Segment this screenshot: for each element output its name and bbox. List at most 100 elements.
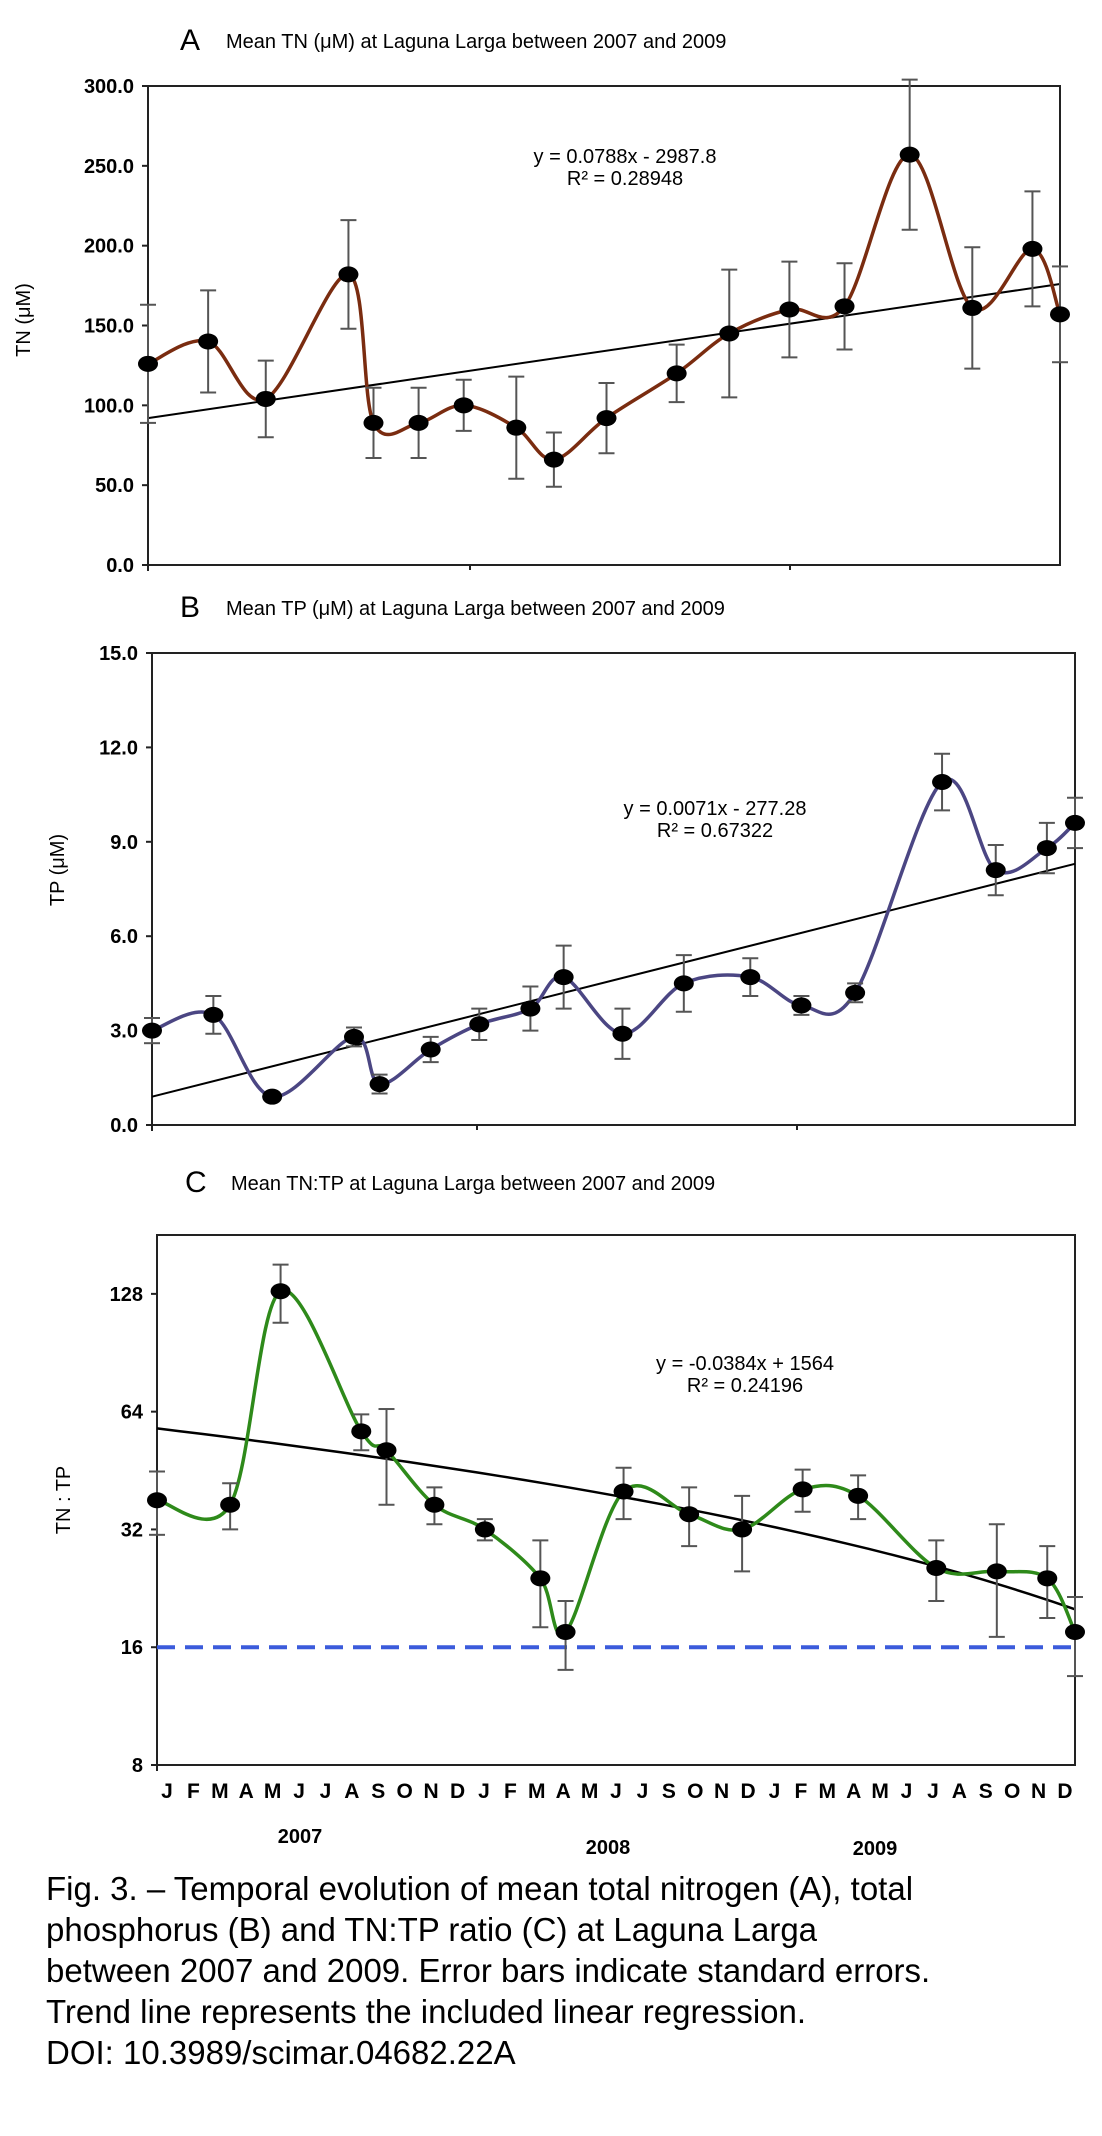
x-tick-label: N [424,1780,439,1803]
x-tick-label: S [371,1780,385,1803]
data-point [408,414,429,431]
chart-title: Mean TN (μM) at Laguna Larga between 200… [226,31,726,53]
data-point [376,1442,397,1459]
data-point [986,1563,1007,1580]
trend-r2: R² = 0.67322 [657,820,773,842]
chart-title: Mean TP (μM) at Laguna Larga between 200… [226,598,725,620]
x-tick-label: J [293,1780,305,1803]
data-point [613,1483,634,1500]
x-tick-label: D [740,1780,755,1803]
data-point [351,1423,372,1440]
x-tick-label: F [187,1780,200,1803]
y-tick-label: 300.0 [84,76,134,98]
data-point [424,1496,445,1513]
data-point [834,298,855,315]
y-tick-label: 16 [121,1637,143,1659]
data-point [543,451,564,468]
trend-r2: R² = 0.28948 [567,168,683,190]
figure-3-charts: A Mean TN (μM) at Laguna Larga between 20… [13,24,1085,1860]
data-point [932,774,953,791]
caption-line: Trend line represents the included linea… [46,1993,807,2030]
y-axis-label: TP (μM) [47,834,69,906]
y-tick-label: 200.0 [84,236,134,258]
data-point [791,997,812,1014]
data-point [138,355,158,372]
y-tick-label: 9.0 [110,832,138,854]
panel-letter: B [180,591,200,624]
data-point [666,365,687,382]
data-point [779,301,800,318]
y-tick-label: 15.0 [99,643,138,665]
caption-line: phosphorus (B) and TN:TP ratio (C) at La… [46,1911,818,1948]
data-point [719,325,740,342]
y-tick-label: 12.0 [99,737,138,759]
x-tick-label: N [714,1780,729,1803]
data-point [420,1041,441,1058]
data-point [530,1570,551,1587]
data-point [926,1560,947,1577]
data-point [673,975,694,992]
y-tick-label: 100.0 [84,395,134,417]
data-point [453,397,474,414]
x-tick-label: J [927,1780,939,1803]
panel-letter: C [185,1166,207,1199]
data-point [363,414,384,431]
x-tick-label: F [794,1780,807,1803]
trend-line [151,862,1076,1098]
data-point [1036,840,1057,857]
data-point [962,299,983,316]
y-tick-label: 64 [121,1402,144,1424]
x-tick-label: M [528,1780,546,1803]
y-tick-label: 8 [132,1755,143,1777]
data-point [469,1016,490,1033]
x-tick-label: J [478,1780,490,1803]
data-point [596,410,617,427]
x-tick-label: J [769,1780,781,1803]
chart-panel-a: A Mean TN (μM) at Laguna Larga between 20… [13,24,1070,577]
data-point [612,1025,633,1042]
y-tick-label: 150.0 [84,316,134,338]
data-point [506,419,527,436]
x-tick-label: A [846,1780,861,1803]
data-point [203,1006,224,1023]
y-tick-label: 32 [121,1519,143,1541]
y-tick-label: 250.0 [84,156,134,178]
x-tick-label: N [1031,1780,1046,1803]
figure-caption: Fig. 3. – Temporal evolution of mean tot… [46,1868,1086,2073]
x-tick-label: S [979,1780,993,1803]
y-tick-label: 128 [110,1284,143,1306]
trend-r2: R² = 0.24196 [687,1375,803,1397]
x-tick-label: J [320,1780,332,1803]
series-line [156,1288,1077,1637]
data-point [985,862,1006,879]
data-point [679,1506,700,1523]
data-point [732,1521,753,1538]
trend-line [147,282,1061,420]
data-point [848,1487,869,1504]
x-tick-label: A [344,1780,359,1803]
y-tick-label: 3.0 [110,1021,138,1043]
trend-equation: y = -0.0384x + 1564 [656,1353,834,1375]
data-point [474,1521,495,1538]
data-point [899,146,920,163]
trend-equation: y = 0.0788x - 2987.8 [534,146,717,168]
y-tick-label: 50.0 [95,475,134,497]
data-point [740,969,761,986]
x-year-label: 2008 [586,1837,631,1859]
trend-equation: y = 0.0071x - 277.28 [624,798,807,820]
caption-line: Fig. 3. – Temporal evolution of mean tot… [46,1870,914,1907]
x-tick-label: M [819,1780,837,1803]
x-tick-label: J [610,1780,622,1803]
x-tick-label: F [504,1780,517,1803]
chart-panel-c: C Mean TN:TP at Laguna Larga between 2007… [53,1166,1085,1860]
data-point [338,266,359,283]
chart-title: Mean TN:TP at Laguna Larga between 2007 … [231,1173,715,1195]
x-tick-label: O [687,1780,703,1803]
x-tick-label: A [556,1780,571,1803]
data-point [1037,1570,1058,1587]
data-point [270,1283,291,1300]
x-tick-label: S [662,1780,676,1803]
x-tick-label: D [1057,1780,1072,1803]
x-year-label: 2009 [853,1838,898,1860]
x-tick-label: J [901,1780,913,1803]
